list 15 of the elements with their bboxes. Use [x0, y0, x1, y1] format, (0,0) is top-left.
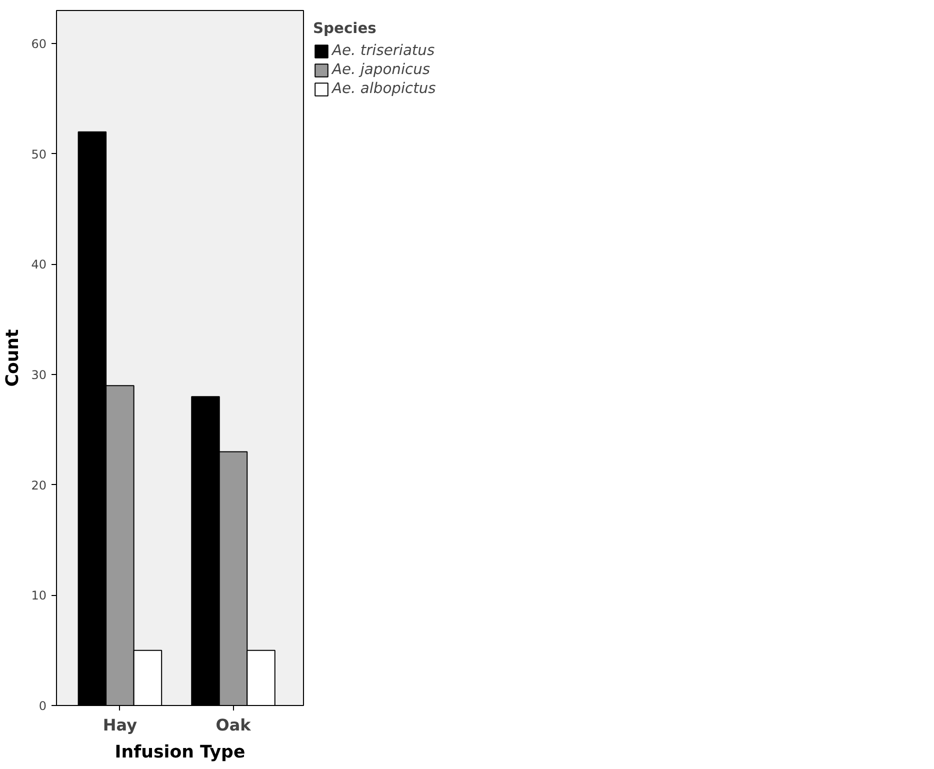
legend-label: Ae. triseriatus: [332, 42, 435, 59]
y-tick-label: 20: [31, 478, 47, 492]
legend-title: Species: [313, 20, 378, 37]
y-tick-label: 60: [31, 37, 47, 52]
y-tick-label: 0: [38, 699, 47, 713]
y-tick-label: 40: [31, 258, 47, 272]
y-axis-title: Count: [3, 329, 24, 387]
y-tick-label: 30: [31, 368, 47, 382]
x-tick-label: Oak: [216, 716, 252, 734]
legend-label: Ae. albopictus: [332, 80, 436, 97]
y-tick-label: 50: [31, 147, 47, 162]
x-axis-title: Infusion Type: [114, 742, 246, 762]
x-tick-label: Hay: [102, 716, 138, 734]
y-tick-label: 10: [31, 588, 47, 603]
legend-label: Ae. japonicus: [332, 61, 430, 78]
